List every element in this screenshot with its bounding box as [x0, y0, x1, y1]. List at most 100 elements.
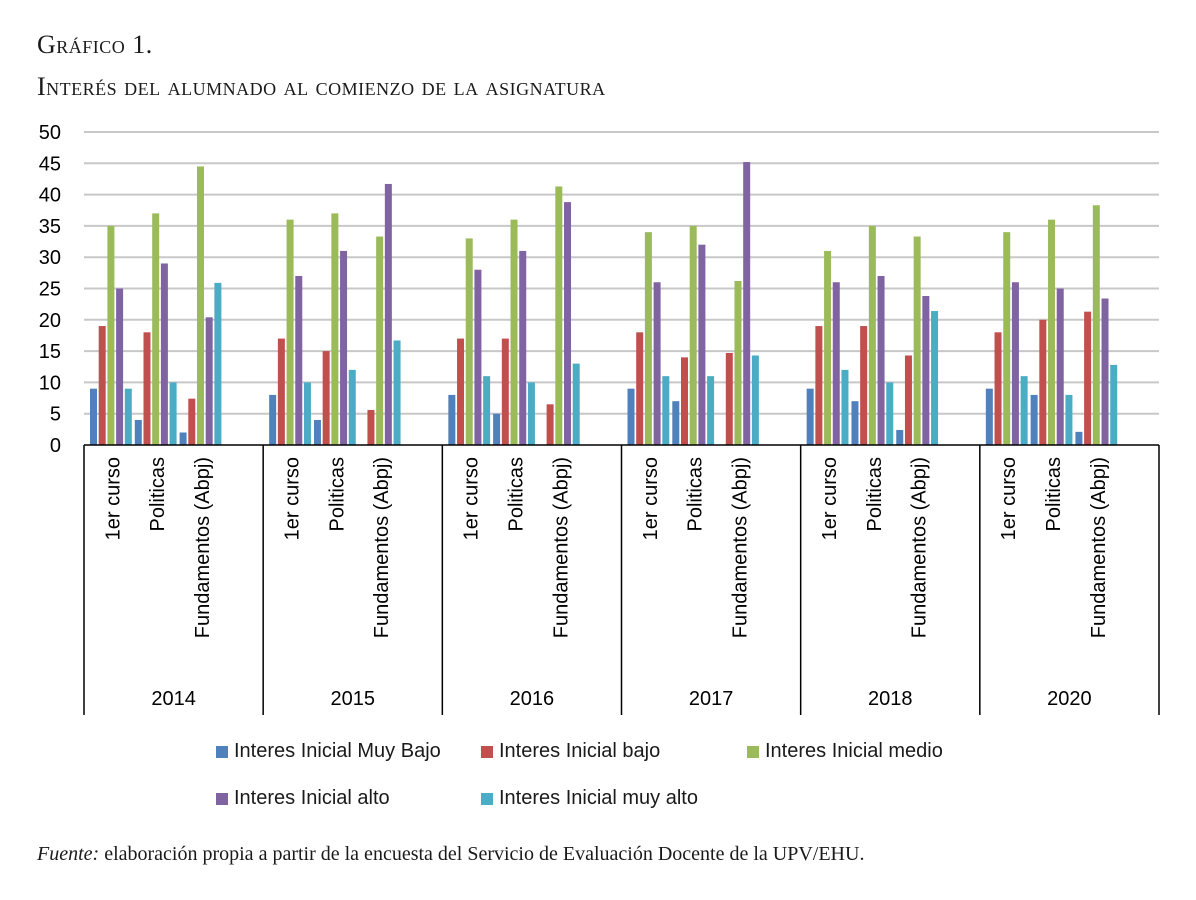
- gridlines: [84, 131, 1159, 415]
- x-subcategory-label: Fundamentos (Abpj): [192, 457, 214, 638]
- bar: [860, 326, 868, 445]
- bar: [841, 369, 849, 445]
- bar: [1092, 205, 1100, 445]
- x-subcategory-label: Fundamentos (Abpj): [371, 457, 393, 638]
- x-subcategory-label: 1er curso: [102, 457, 124, 540]
- x-group-label: 2018: [868, 688, 913, 710]
- bar-chart: 0 5 10 15 20 25 30 35 40 45 50 2014 1er curso Politi…: [39, 122, 1160, 715]
- legend-item: Interes Inicial alto: [216, 787, 390, 810]
- bar: [340, 250, 348, 445]
- legend-label: Interes Inicial Muy Bajo: [234, 740, 441, 762]
- bar: [868, 225, 876, 445]
- bar: [483, 376, 491, 445]
- bar: [644, 232, 652, 445]
- bar: [1056, 288, 1064, 445]
- bar: [832, 282, 840, 445]
- bar: [636, 332, 644, 445]
- bar: [474, 269, 482, 445]
- x-group-label: 2016: [510, 688, 555, 710]
- bar: [322, 351, 330, 445]
- bar: [143, 332, 151, 445]
- x-subcategory-label: Fundamentos (Abpj): [1088, 457, 1110, 638]
- bar: [160, 263, 168, 445]
- bar: [367, 409, 375, 445]
- x-subcategory-label: 1er curso: [998, 457, 1020, 540]
- bar: [1084, 311, 1092, 445]
- bar: [707, 376, 715, 445]
- bar: [1110, 364, 1118, 445]
- x-subcategory-label: Fundamentos (Abpj): [550, 457, 572, 638]
- bar: [303, 382, 311, 445]
- bar: [152, 213, 160, 445]
- y-tick-label: 50: [39, 122, 61, 144]
- bars: [90, 162, 1118, 445]
- bar: [393, 340, 401, 445]
- x-group-label: 2017: [689, 688, 734, 710]
- x-subcategory-label: Politicas: [864, 457, 886, 531]
- x-subcategory-label: Politicas: [1043, 457, 1065, 531]
- bar: [1075, 431, 1083, 445]
- bar: [555, 186, 563, 445]
- bar: [922, 296, 930, 445]
- bar: [501, 338, 509, 445]
- x-subcategory-label: 1er curso: [819, 457, 841, 540]
- bar: [815, 326, 823, 445]
- bar: [98, 326, 106, 445]
- bar: [90, 388, 97, 445]
- y-axis-ticks: 0 5 10 15 20 25 30 35 40 45 50: [39, 122, 61, 457]
- bar: [653, 282, 661, 445]
- x-subcategory-label: 1er curso: [640, 457, 662, 540]
- x-subcategory-label: 1er curso: [282, 457, 304, 540]
- bar: [134, 419, 142, 445]
- bar: [994, 332, 1002, 445]
- bar: [672, 401, 680, 445]
- legend-item: Interes Inicial muy alto: [481, 787, 698, 810]
- y-tick-label: 0: [50, 435, 61, 457]
- bar: [1020, 376, 1028, 445]
- y-tick-label: 10: [39, 372, 61, 394]
- bar: [510, 219, 518, 445]
- bar: [1065, 394, 1073, 445]
- bar: [465, 238, 473, 445]
- x-subcategory-label: Politicas: [506, 457, 528, 531]
- y-tick-label: 30: [39, 247, 61, 269]
- x-subcategory-label: Fundamentos (Abpj): [909, 457, 931, 638]
- y-tick-label: 45: [39, 153, 61, 175]
- bar: [1101, 298, 1109, 445]
- bar: [751, 355, 759, 445]
- bar: [205, 317, 213, 445]
- x-group-label: 2015: [331, 688, 376, 710]
- source-text: elaboración propia a partir de la encues…: [99, 843, 865, 865]
- bar: [627, 388, 635, 445]
- bar: [331, 213, 339, 445]
- bar: [269, 394, 277, 445]
- bar: [877, 275, 885, 445]
- legend-swatch: [481, 745, 493, 758]
- bar: [188, 398, 196, 445]
- y-tick-label: 15: [39, 341, 61, 363]
- legend-swatch: [747, 745, 759, 758]
- legend-item: Interes Inicial medio: [747, 740, 943, 763]
- source-prefix: Fuente:: [37, 843, 100, 865]
- bar: [806, 388, 814, 445]
- bar: [1039, 319, 1047, 445]
- x-group-label: 2020: [1047, 688, 1092, 710]
- legend-swatch: [216, 792, 228, 805]
- x-subcategory-label: Politicas: [685, 457, 707, 531]
- bar: [348, 369, 356, 445]
- bar: [896, 429, 904, 445]
- bar: [214, 282, 222, 445]
- legend-label: Interes Inicial muy alto: [499, 787, 698, 809]
- bar: [124, 388, 132, 445]
- y-tick-label: 5: [50, 404, 61, 426]
- bar: [886, 382, 894, 445]
- bar: [277, 338, 285, 445]
- y-tick-label: 25: [39, 279, 61, 301]
- bar: [1003, 232, 1011, 445]
- bar: [913, 236, 921, 445]
- bar: [680, 357, 688, 445]
- bar: [689, 225, 697, 445]
- bar: [196, 166, 204, 445]
- bar: [493, 413, 501, 445]
- bar: [376, 236, 384, 445]
